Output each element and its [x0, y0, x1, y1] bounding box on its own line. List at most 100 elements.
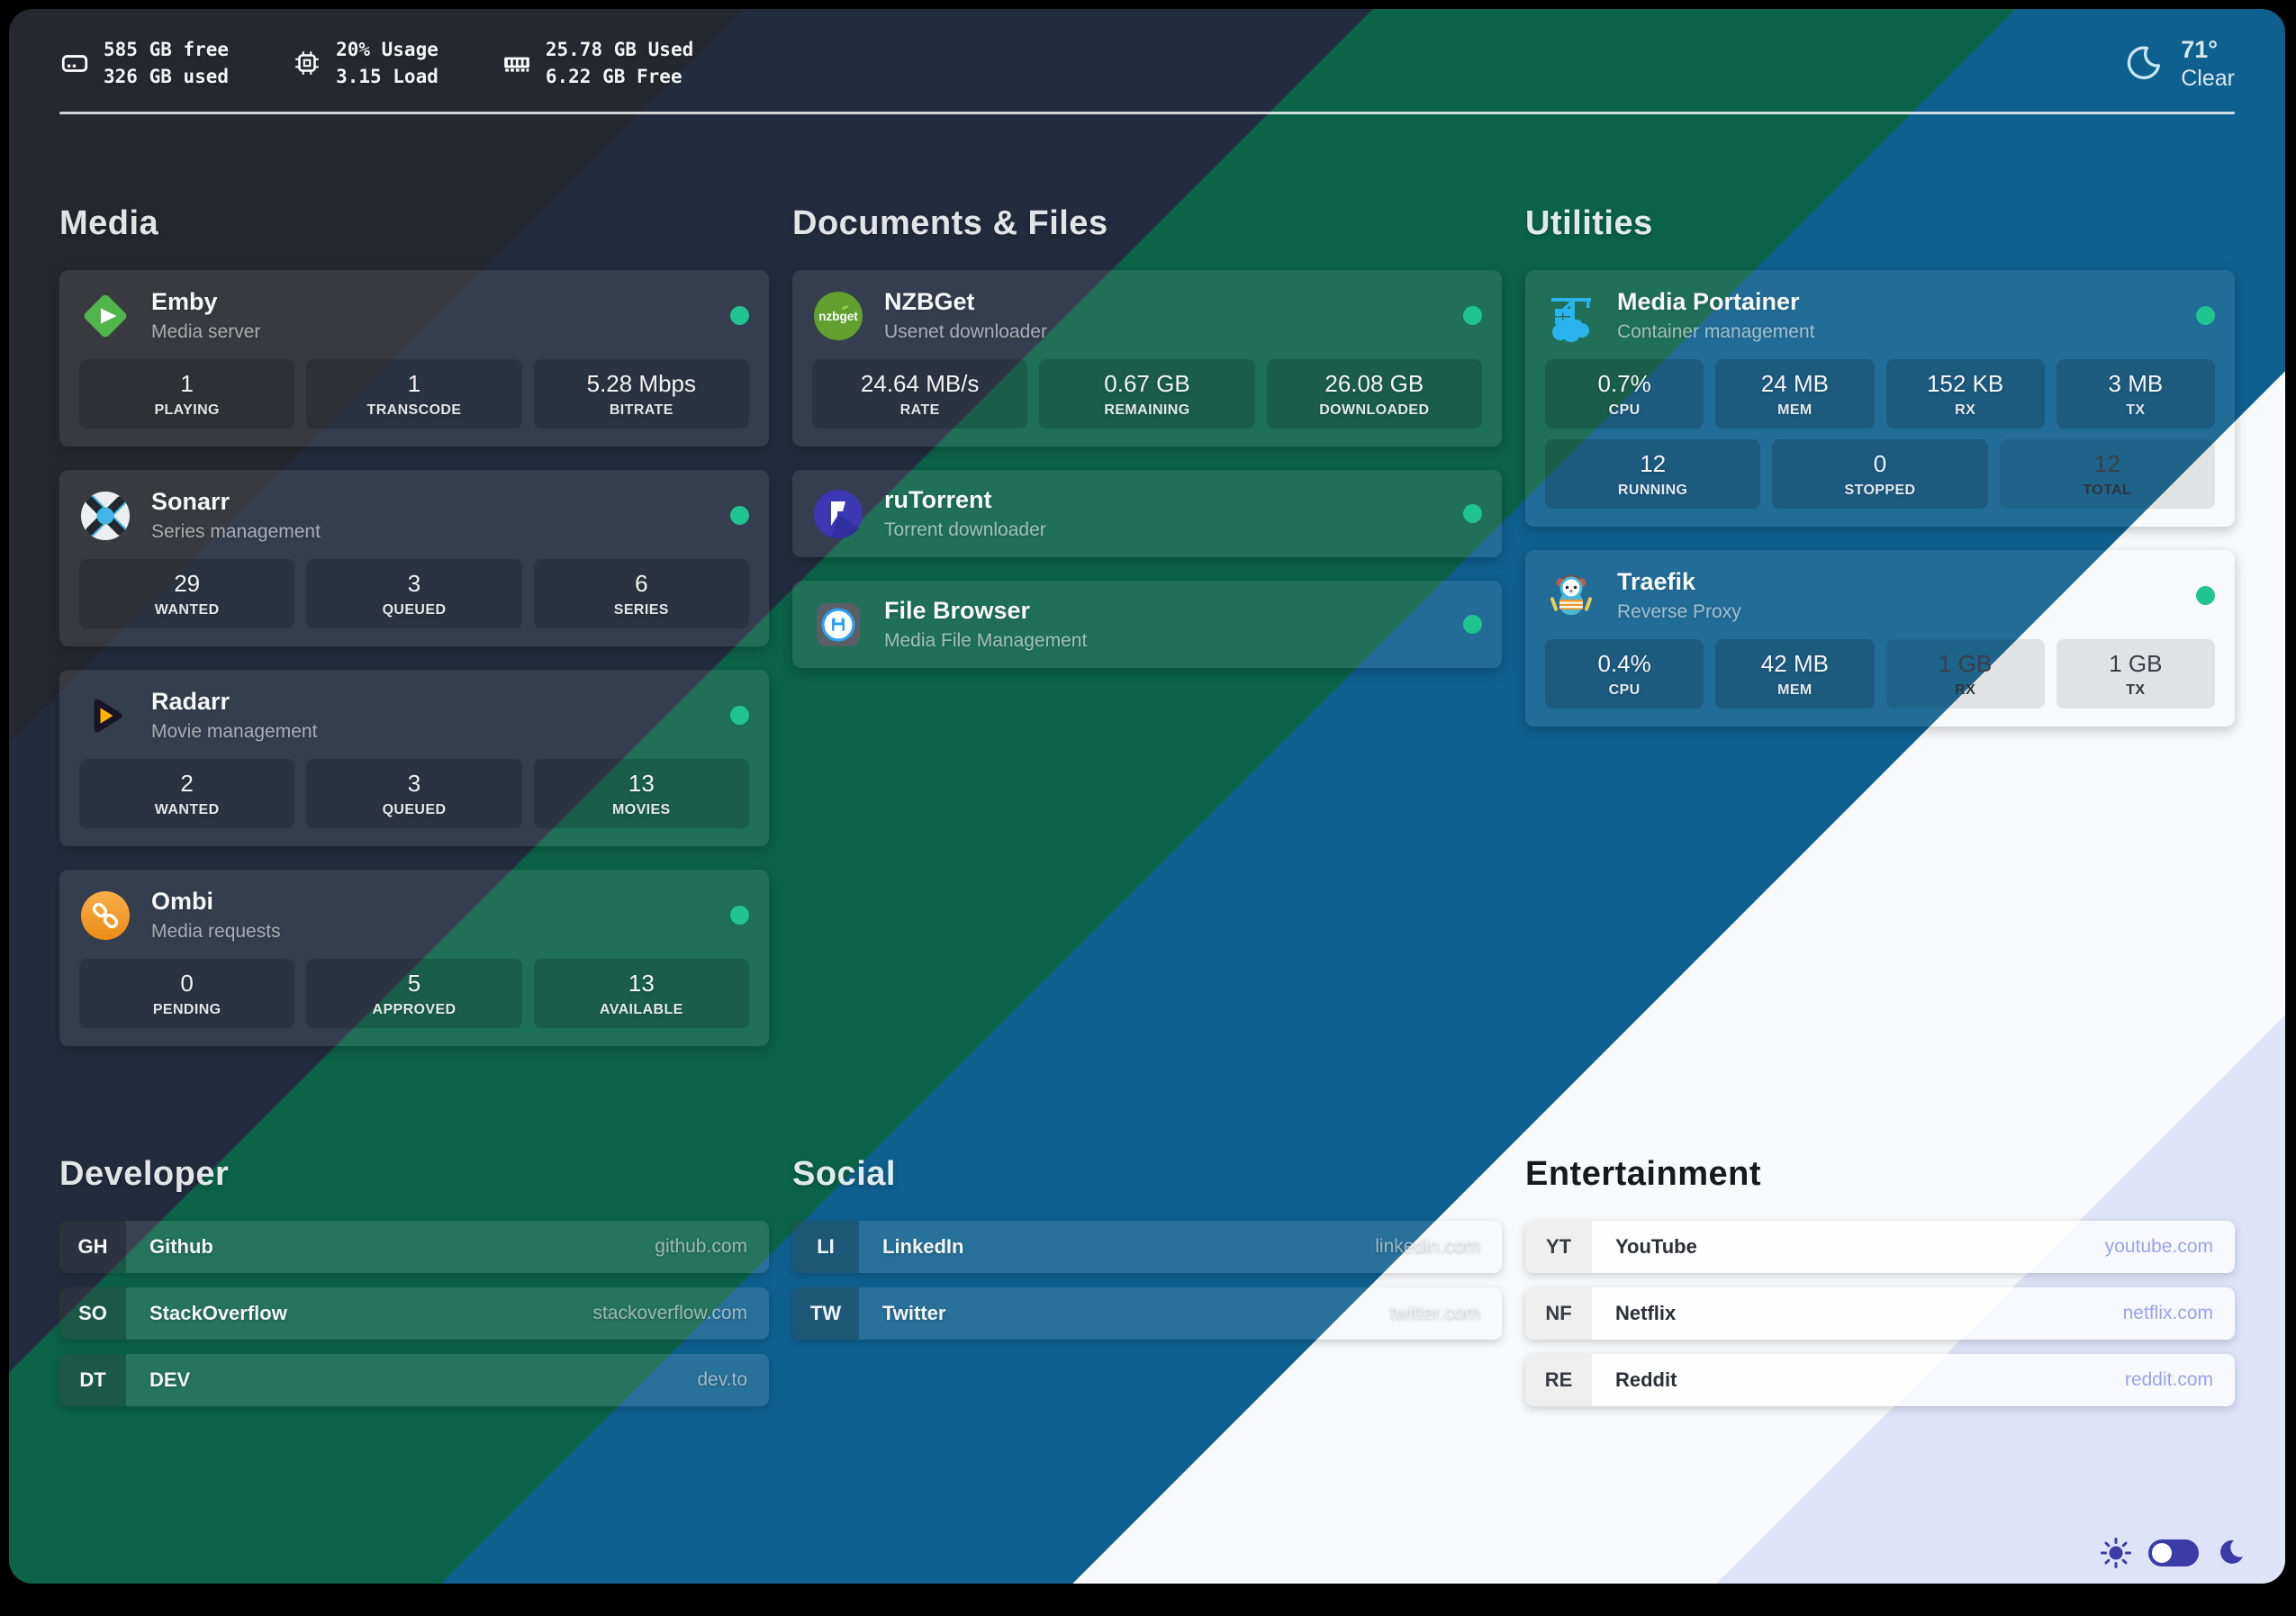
- link-url: linkedin.com: [1375, 1236, 1480, 1257]
- section-developer: Developer GH Github github.com SO StackO…: [59, 1155, 769, 1421]
- stat-queued: 3 QUEUED: [306, 559, 522, 628]
- stat-stopped: 0 STOPPED: [1772, 439, 1988, 509]
- stat-series: 6 SERIES: [533, 559, 749, 628]
- ram-stats: 25.78 GB Used 6.22 GB Free: [502, 36, 693, 91]
- stat-pending: 0 PENDING: [79, 959, 295, 1028]
- section-documents: Documents & Files nzbget NZBGet Usenet d…: [792, 204, 1502, 1070]
- app-desc: Container management: [1617, 321, 1815, 342]
- stat-running: 12 RUNNING: [1545, 439, 1761, 509]
- app-card-rutorrent[interactable]: ruTorrent Torrent downloader: [792, 470, 1502, 557]
- stat-wanted: 29 WANTED: [79, 559, 295, 628]
- stat-cpu: 0.4% CPU: [1545, 639, 1704, 709]
- toggle-knob: [2152, 1543, 2172, 1563]
- cpu-stats: 20% Usage 3.15 Load: [292, 36, 438, 91]
- filebrowser-icon: [817, 602, 860, 646]
- emby-icon: [84, 294, 127, 337]
- link-twitter[interactable]: TW Twitter twitter.com: [792, 1287, 1502, 1340]
- section-media: Media Emby Media server: [59, 204, 769, 1070]
- disk-icon: [61, 55, 88, 73]
- stat-total: 12 TOTAL: [1999, 439, 2215, 509]
- link-abbr: LI: [792, 1221, 859, 1273]
- link-abbr: TW: [792, 1287, 859, 1340]
- app-name: Radarr: [151, 688, 231, 715]
- stat-playing: 1 PLAYING: [79, 359, 295, 429]
- portainer-icon: [1551, 297, 1591, 342]
- app-name: Ombi: [151, 888, 214, 915]
- link-netflix[interactable]: NF Netflix netflix.com: [1525, 1287, 2235, 1340]
- stat-tx: 1 GB TX: [2056, 639, 2215, 709]
- sun-icon[interactable]: [2100, 1537, 2132, 1569]
- link-label: Github: [149, 1235, 213, 1258]
- app-card-emby[interactable]: Emby Media server 1 PLAYING 1 TRANSCODE 5.…: [59, 270, 769, 447]
- link-url: dev.to: [697, 1369, 747, 1390]
- app-name: Traefik: [1617, 568, 1696, 595]
- link-url: reddit.com: [2124, 1369, 2213, 1390]
- weather-condition: Clear: [2181, 66, 2235, 91]
- link-abbr: SO: [59, 1287, 126, 1340]
- app-name: Sonarr: [151, 488, 231, 515]
- app-desc: Usenet downloader: [884, 321, 1047, 342]
- dashboard-grid: Media Emby Media server: [59, 204, 2235, 1421]
- traefik-icon: [1550, 574, 1593, 615]
- link-stackoverflow[interactable]: SO StackOverflow stackoverflow.com: [59, 1287, 769, 1340]
- app-card-filebrowser[interactable]: File Browser Media File Management: [792, 581, 1502, 668]
- moon-weather-icon: [2128, 46, 2161, 79]
- app-desc: Media requests: [151, 921, 281, 942]
- link-abbr: DT: [59, 1354, 126, 1406]
- app-card-radarr[interactable]: Radarr Movie management 2 WANTED 3 QUEUED …: [59, 670, 769, 846]
- app-name: Media Portainer: [1617, 288, 1800, 315]
- link-linkedin[interactable]: LI LinkedIn linkedin.com: [792, 1221, 1502, 1273]
- app-card-portainer[interactable]: Media Portainer Container management 0.7…: [1525, 270, 2235, 527]
- section-title: Developer: [59, 1155, 230, 1193]
- stat-mem: 24 MB MEM: [1715, 359, 1875, 429]
- link-abbr: YT: [1525, 1221, 1592, 1273]
- link-url: youtube.com: [2104, 1236, 2213, 1257]
- app-card-traefik[interactable]: Traefik Reverse Proxy 0.4% CPU 42 MB MEM 1…: [1525, 550, 2235, 727]
- link-abbr: NF: [1525, 1287, 1592, 1340]
- stat-available: 13 AVAILABLE: [533, 959, 749, 1028]
- theme-toggle[interactable]: [2148, 1539, 2199, 1566]
- cpu-icon: [295, 51, 319, 76]
- stat-bitrate: 5.28 Mbps BITRATE: [533, 359, 749, 429]
- stat-wanted: 2 WANTED: [79, 759, 295, 828]
- app-desc: Media server: [151, 321, 261, 342]
- app-desc: Series management: [151, 521, 321, 542]
- section-title: Entertainment: [1525, 1155, 1761, 1193]
- rutorrent-icon: [814, 489, 863, 538]
- stat-rx: 152 KB RX: [1885, 359, 2045, 429]
- link-url: github.com: [655, 1236, 747, 1257]
- stat-approved: 5 APPROVED: [306, 959, 522, 1028]
- header-divider: [59, 112, 2235, 114]
- dashboard-page: 585 GB free 326 GB used 20% Usage 3.15 Loa…: [9, 9, 2285, 1584]
- link-url: twitter.com: [1389, 1303, 1480, 1323]
- app-card-nzbget[interactable]: nzbget NZBGet Usenet downloader 24.64 MB…: [792, 270, 1502, 447]
- app-card-ombi[interactable]: Ombi Media requests 0 PENDING 5 APPROVED 1…: [59, 870, 769, 1046]
- weather-temp: 71°: [2181, 36, 2219, 63]
- status-dot: [2196, 586, 2215, 605]
- stat-remaining: 0.67 GB REMAINING: [1039, 359, 1255, 429]
- moon-icon[interactable]: [2215, 1538, 2246, 1568]
- link-dev[interactable]: DT DEV dev.to: [59, 1354, 769, 1406]
- link-label: Netflix: [1615, 1302, 1677, 1324]
- section-title: Utilities: [1525, 204, 1653, 242]
- status-dot: [2196, 306, 2215, 325]
- link-label: StackOverflow: [149, 1302, 287, 1324]
- link-github[interactable]: GH Github github.com: [59, 1221, 769, 1273]
- stat-mem: 42 MB MEM: [1715, 639, 1875, 709]
- stat-tx: 3 MB TX: [2056, 359, 2215, 429]
- theme-controls: [2100, 1537, 2246, 1569]
- link-youtube[interactable]: YT YouTube youtube.com: [1525, 1221, 2235, 1273]
- section-title: Documents & Files: [792, 204, 1108, 242]
- link-abbr: RE: [1525, 1354, 1592, 1406]
- status-dot: [730, 506, 749, 525]
- link-reddit[interactable]: RE Reddit reddit.com: [1525, 1354, 2235, 1406]
- link-abbr: GH: [59, 1221, 126, 1273]
- svg-text:nzbget: nzbget: [818, 310, 858, 323]
- link-label: Reddit: [1615, 1368, 1677, 1391]
- ombi-icon: [81, 890, 130, 940]
- app-desc: Media File Management: [884, 630, 1088, 651]
- app-name: File Browser: [884, 597, 1031, 624]
- app-card-sonarr[interactable]: Sonarr Series management 29 WANTED 3 QUEUE…: [59, 470, 769, 646]
- stat-movies: 13 MOVIES: [533, 759, 749, 828]
- nzbget-icon: nzbget: [814, 291, 863, 340]
